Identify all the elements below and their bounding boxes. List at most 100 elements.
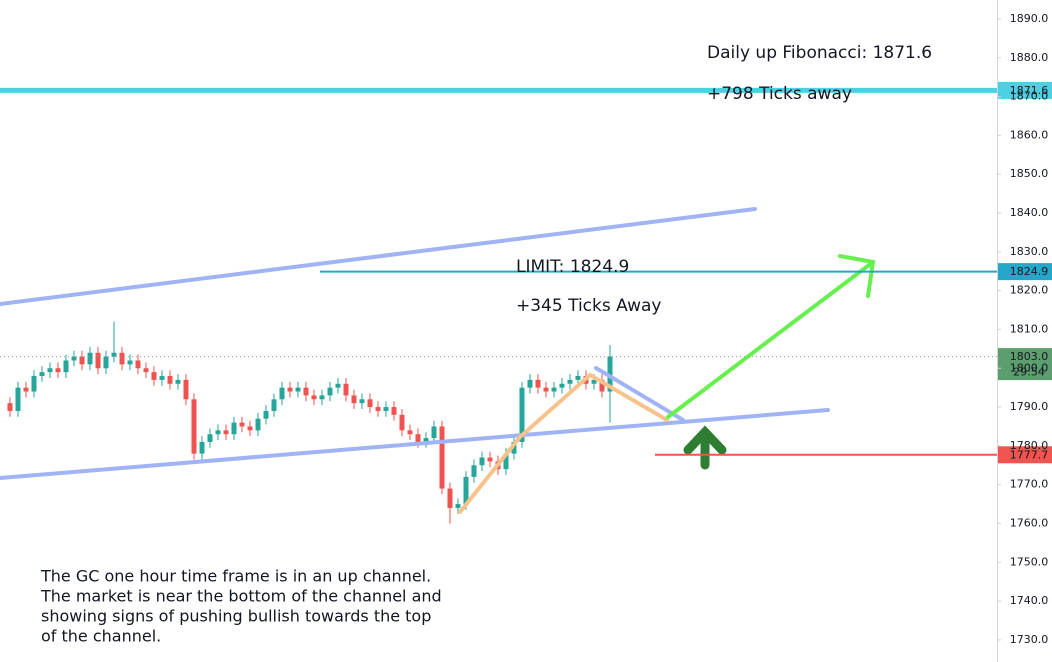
y-tick-label: 1730.0 [1010,633,1049,646]
candle-body [479,457,485,466]
candle-body [79,356,85,365]
levels: 1871.6 1824.9 1803.0 29:54 1777.7 [0,81,1052,464]
y-tick-label: 1840.0 [1010,206,1049,219]
y-tick-label: 1810.0 [1010,322,1049,335]
candle-body [23,387,29,392]
candle-body [359,399,365,404]
y-tick-label: 1760.0 [1010,516,1049,529]
candle-body [327,387,333,396]
candle-body [159,376,165,380]
candle-body [183,379,189,400]
candle-body [47,368,53,373]
candle-body [63,360,69,373]
candle-body [199,441,205,454]
candle-body [207,434,213,442]
y-tick-label: 1860.0 [1010,128,1049,141]
projection-arrow [666,260,875,419]
candle-body [455,504,461,508]
candle-body [527,379,533,388]
candle-body [407,430,413,435]
candle-body [439,426,445,489]
candle-body [575,376,581,380]
candle-body [343,383,349,396]
up-arrow-head [683,425,727,455]
candle-body [71,356,77,361]
candle-body [295,387,301,392]
y-tick-label: 1830.0 [1010,245,1049,258]
candle-body [487,457,493,462]
candle-body [399,414,405,431]
candle-body [87,352,93,365]
candle-body [103,356,109,369]
fib-annotation: Daily up Fibonacci: 1871.6 [707,43,932,63]
note-line: The market is near the bottom of the cha… [40,587,442,606]
candle-body [247,426,253,431]
candle-body [95,352,101,369]
y-tick-label: 1870.0 [1010,90,1049,103]
candle-body [415,434,421,442]
y-tick-label: 1880.0 [1010,51,1049,64]
candle-body [391,407,397,415]
candle-body [231,422,237,435]
y-tick-label: 1740.0 [1010,594,1049,607]
candle-body [119,352,125,365]
candle-body [135,360,141,369]
candle-body [447,488,453,508]
y-tick-label: 1800.0 [1010,361,1049,374]
projection-arrow-head [838,254,876,298]
candle-body [551,387,557,392]
candle-body [519,387,525,442]
candle-body [335,383,341,388]
countdown: 29:54 [1013,366,1045,379]
candle-body [543,387,549,392]
candle-body [351,395,357,404]
note-line: showing signs of pushing bullish towards… [41,607,431,626]
candle-body [463,476,469,505]
candle-body [319,395,325,400]
price-label: 1777.7 [1010,448,1049,461]
candle-body [263,410,269,419]
y-tick-label: 1780.0 [1010,439,1049,452]
y-tick-label: 1890.0 [1010,12,1049,25]
candle-body [599,379,605,392]
price-label: 1871.6 [1010,84,1049,97]
channel-top [0,207,757,306]
y-tick-label: 1790.0 [1010,400,1049,413]
candle-body [567,379,573,384]
y-tick-label: 1750.0 [1010,555,1049,568]
price-label-box [998,263,1052,281]
candle-body [191,399,197,454]
candle-body [111,352,117,357]
candle-body [223,430,229,435]
zigzag [458,372,669,514]
candle-body [127,360,133,365]
y-tick-label: 1820.0 [1010,284,1049,297]
candle-body [255,418,261,431]
candle-body [367,399,373,408]
candle-body [39,372,45,377]
drawings [0,207,876,514]
candle-body [303,387,309,396]
candle-body [375,407,381,411]
note-line: of the channel. [41,627,161,646]
price-label-box [998,348,1052,381]
fib-ticks: +798 Ticks away [707,84,852,104]
price-label-box [998,446,1052,464]
candle-body [311,395,317,400]
price-axis: 1730.0 1740.0 1750.0 1760.0 1770.0 1780.0 1790… [997,12,1048,646]
candle-body [143,368,149,373]
candle-body [175,379,181,384]
candle-body [55,368,61,373]
candle-body [287,387,293,392]
price-label-box [998,81,1052,99]
candle-body [239,422,245,427]
candle-body [559,383,565,388]
limit-ticks: +345 Ticks Away [516,296,661,316]
price-label: 1803.0 [1010,350,1049,363]
candle-body [15,387,21,411]
candle-body [151,372,157,380]
candle-body [167,376,173,384]
candle-body [511,441,517,454]
